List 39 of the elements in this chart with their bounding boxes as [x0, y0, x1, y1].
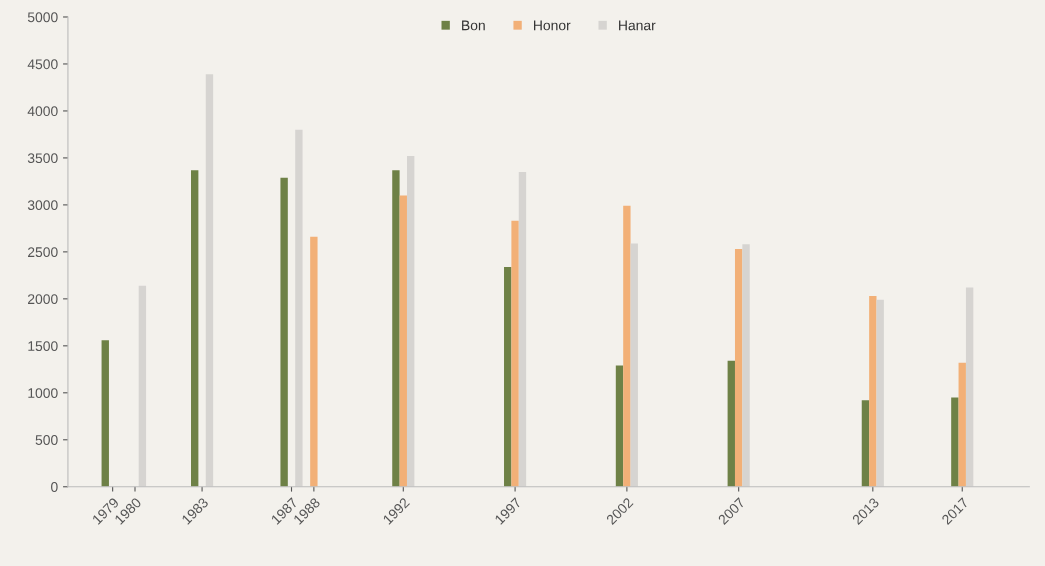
bar [191, 170, 199, 487]
y-tick-label: 1000 [28, 388, 58, 398]
bar [101, 340, 109, 487]
bar [518, 172, 527, 487]
bar [869, 296, 877, 487]
bar [406, 156, 415, 487]
bar [958, 362, 966, 487]
bar [310, 236, 318, 487]
y-tick-label: 5000 [27, 12, 58, 23]
y-tick-label: 3500 [27, 153, 58, 164]
bar [727, 360, 735, 487]
y-tick-label: 1500 [28, 341, 58, 351]
bar [965, 287, 974, 487]
y-tick-label: 2500 [28, 247, 58, 258]
bar [951, 397, 959, 487]
bar [205, 74, 214, 487]
y-tick-label: 0 [51, 482, 58, 492]
bar [734, 249, 743, 487]
legend-label: Bon [462, 20, 485, 31]
y-tick-label: 500 [35, 435, 58, 445]
bar [742, 244, 750, 487]
bar [630, 243, 638, 487]
y-tick-label: 3000 [27, 200, 58, 211]
legend-label: Hanar [619, 20, 656, 31]
y-tick-label: 4500 [27, 59, 58, 70]
bar [511, 220, 519, 487]
bar [504, 266, 512, 487]
bar [876, 299, 884, 487]
y-tick-label: 2000 [28, 294, 58, 305]
bar [861, 400, 870, 487]
y-tick-label: 4000 [27, 106, 58, 117]
legend-label: Honor [534, 20, 571, 31]
bar [399, 195, 407, 487]
bar [138, 285, 147, 487]
bar [295, 129, 303, 487]
bar [615, 365, 624, 487]
bar [392, 170, 400, 487]
bar [623, 205, 631, 487]
bar [280, 177, 288, 487]
